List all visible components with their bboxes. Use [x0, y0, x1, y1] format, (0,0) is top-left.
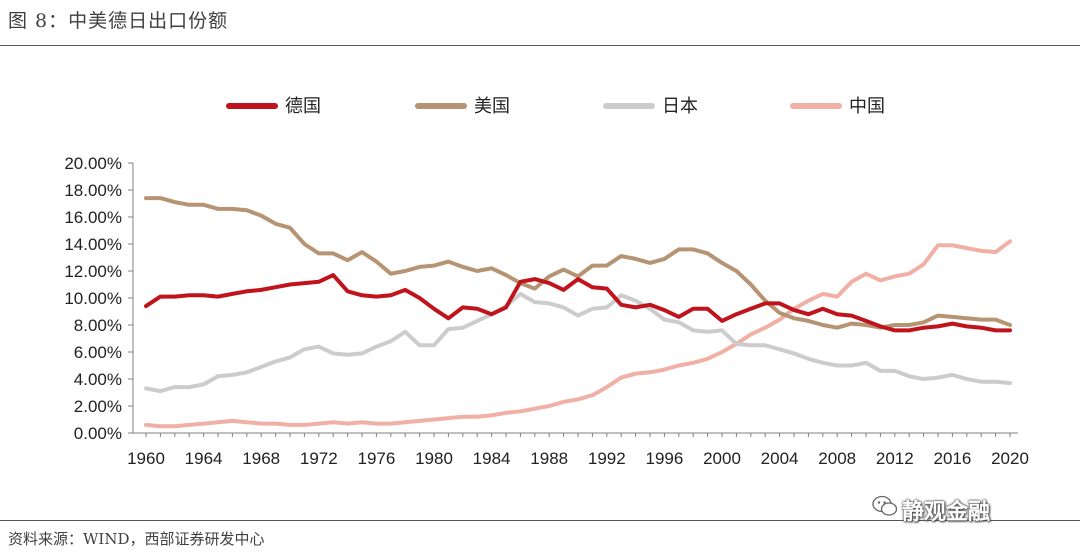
x-axis: 1960 1964 1968 1972 1976 1980 1984 1988 1992 1996… [127, 432, 1029, 468]
series-line-germany [144, 273, 1012, 333]
plot-area [144, 196, 1012, 429]
y-tick-label: 8.00% [74, 316, 122, 335]
x-tick-label: 1992 [588, 449, 626, 468]
y-tick-label: 16.00% [64, 208, 122, 227]
figure-title: 图 8：中美德日出口份额 [8, 10, 229, 32]
chart-legend: 德国 美国 日本 中国 [226, 96, 885, 117]
x-tick-label: 2004 [761, 449, 799, 468]
x-tick-label: 1988 [530, 449, 568, 468]
series-line-usa [144, 196, 1012, 330]
y-tick-label: 2.00% [74, 397, 122, 416]
x-tick-label: 1996 [645, 449, 683, 468]
x-tick-label: 1960 [127, 449, 165, 468]
y-tick-label: 14.00% [64, 235, 122, 254]
x-tick-label: 1980 [415, 449, 453, 468]
series-line-china [144, 239, 1012, 429]
y-tick-label: 18.00% [64, 181, 122, 200]
y-tick-label: 4.00% [74, 370, 122, 389]
watermark-text: 静观金融 [902, 500, 991, 525]
y-tick-label: 0.00% [74, 424, 122, 443]
x-tick-label: 1968 [242, 449, 280, 468]
y-tick-label: 20.00% [64, 154, 122, 173]
y-tick-label: 10.00% [64, 289, 122, 308]
y-tick-label: 12.00% [64, 262, 122, 281]
bottom-divider [0, 520, 1080, 521]
x-tick-label: 1972 [300, 449, 338, 468]
legend-label-japan: 日本 [662, 96, 698, 117]
wechat-icon [872, 495, 898, 516]
legend-label-usa: 美国 [474, 96, 510, 117]
legend-label-china: 中国 [849, 96, 885, 117]
x-tick-label: 2008 [818, 449, 856, 468]
x-tick-label: 2012 [876, 449, 914, 468]
x-tick-label: 1984 [473, 449, 511, 468]
x-tick-label: 2020 [991, 449, 1029, 468]
source-note: 资料来源：WIND，西部证券研发中心 [8, 530, 265, 548]
x-tick-label: 1964 [185, 449, 223, 468]
y-tick-label: 6.00% [74, 343, 122, 362]
x-tick-label: 2016 [933, 449, 971, 468]
legend-label-germany: 德国 [285, 96, 321, 117]
y-axis: 0.00% 2.00% 4.00% 6.00% 8.00% 10.00% 12.00% 14.… [64, 154, 134, 443]
x-tick-label: 2000 [703, 449, 741, 468]
series-line-japan [144, 291, 1012, 394]
top-divider [0, 45, 1080, 46]
x-tick-label: 1976 [357, 449, 395, 468]
